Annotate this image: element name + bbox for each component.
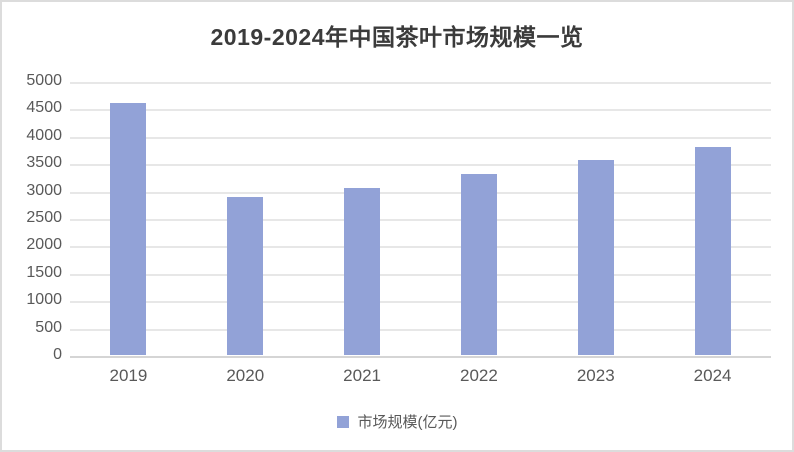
gridline bbox=[70, 136, 771, 139]
gridline bbox=[70, 219, 771, 221]
y-tick-label: 1000 bbox=[26, 291, 62, 309]
bar-2023 bbox=[577, 159, 614, 355]
bar-2024 bbox=[694, 146, 731, 355]
y-tick-label: 2000 bbox=[26, 236, 62, 254]
y-tick-label: 1500 bbox=[26, 263, 62, 281]
gridline bbox=[70, 246, 771, 249]
y-tick-label: 4000 bbox=[26, 126, 62, 144]
x-axis-line bbox=[70, 356, 771, 358]
y-tick-label: 3500 bbox=[26, 154, 62, 172]
chart-title: 2019-2024年中国茶叶市场规模一览 bbox=[210, 24, 584, 50]
gridline bbox=[70, 301, 771, 304]
y-tick-label: 500 bbox=[35, 318, 62, 336]
plot-area: 0 500 1000 1500 2000 2500 3000 3500 4000 4500 5000… bbox=[26, 72, 771, 385]
bar-2019 bbox=[110, 102, 147, 355]
gridline bbox=[70, 191, 771, 194]
gridline bbox=[70, 328, 771, 331]
gridline bbox=[70, 164, 771, 167]
gridline bbox=[70, 273, 771, 276]
bar-2022 bbox=[460, 173, 497, 355]
y-tick-label: 5000 bbox=[26, 72, 62, 89]
bar-2021 bbox=[344, 187, 381, 355]
x-tick-label-2020: 2020 bbox=[226, 366, 265, 385]
x-tick-label-2019: 2019 bbox=[109, 366, 148, 385]
x-tick-label-2021: 2021 bbox=[343, 366, 381, 385]
y-tick-label: 0 bbox=[53, 346, 62, 363]
y-tick-label: 3000 bbox=[26, 181, 62, 199]
y-tick-label: 4500 bbox=[26, 99, 62, 117]
y-tick-label: 2500 bbox=[26, 209, 62, 226]
legend-swatch-icon bbox=[336, 415, 349, 428]
x-tick-label-2023: 2023 bbox=[576, 366, 615, 385]
bar-2020 bbox=[227, 197, 264, 355]
legend: 市场规模(亿元) bbox=[2, 411, 792, 432]
legend-label: 市场规模(亿元) bbox=[357, 414, 458, 431]
gridline bbox=[70, 109, 771, 112]
gridline bbox=[70, 82, 771, 84]
x-tick-label-2022: 2022 bbox=[459, 366, 498, 385]
x-tick-label-2024: 2024 bbox=[693, 366, 732, 385]
